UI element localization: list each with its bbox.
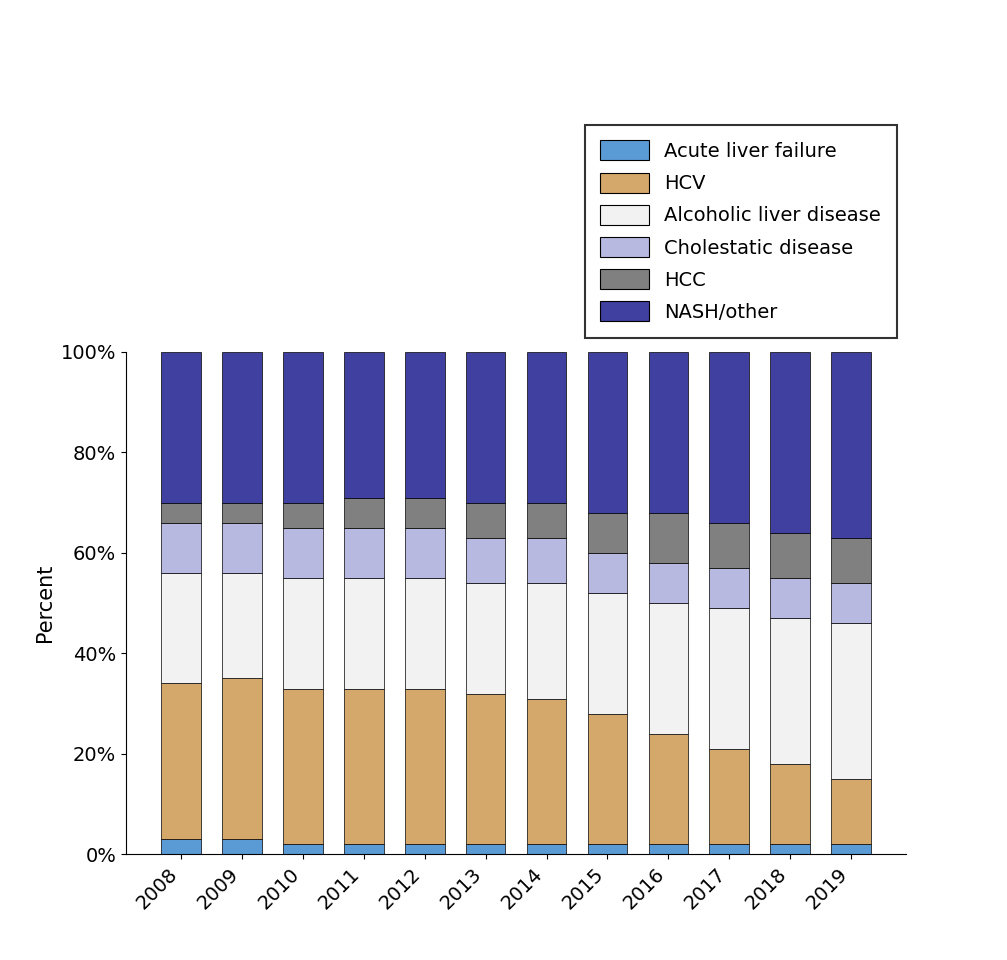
Bar (223, 351, 262, 502)
Bar (344, 578, 384, 688)
Bar (527, 583, 566, 699)
Bar (405, 578, 444, 688)
Bar (588, 845, 627, 854)
Bar (770, 533, 810, 578)
Bar (344, 351, 384, 497)
Bar (527, 699, 566, 845)
Bar (283, 351, 322, 502)
Bar (161, 839, 201, 854)
Bar (831, 583, 871, 623)
Bar (527, 502, 566, 538)
Bar (527, 351, 566, 502)
Bar (588, 593, 627, 713)
Bar (466, 538, 506, 583)
Bar (770, 618, 810, 764)
Bar (527, 845, 566, 854)
Bar (770, 845, 810, 854)
Bar (344, 845, 384, 854)
Bar (161, 684, 201, 839)
Bar (283, 688, 322, 845)
Bar (588, 713, 627, 845)
Bar (405, 497, 444, 528)
Bar (588, 351, 627, 513)
Bar (161, 502, 201, 522)
Bar (831, 351, 871, 538)
Bar (466, 502, 506, 538)
Bar (649, 845, 688, 854)
Bar (710, 568, 749, 608)
Bar (831, 779, 871, 845)
Bar (405, 528, 444, 578)
Bar (283, 845, 322, 854)
Bar (710, 351, 749, 522)
Bar (649, 563, 688, 603)
Bar (283, 578, 322, 688)
Bar (161, 573, 201, 684)
Bar (344, 528, 384, 578)
Bar (770, 764, 810, 845)
Bar (466, 583, 506, 693)
Bar (223, 502, 262, 522)
Bar (649, 513, 688, 563)
Bar (405, 845, 444, 854)
Bar (588, 513, 627, 553)
Bar (223, 573, 262, 679)
Bar (344, 688, 384, 845)
Bar (466, 351, 506, 502)
Bar (527, 538, 566, 583)
Bar (710, 608, 749, 749)
Bar (831, 845, 871, 854)
Bar (831, 623, 871, 779)
Legend: Acute liver failure, HCV, Alcoholic liver disease, Cholestatic disease, HCC, NAS: Acute liver failure, HCV, Alcoholic live… (584, 125, 896, 338)
Bar (649, 351, 688, 513)
Bar (223, 679, 262, 839)
Bar (649, 603, 688, 733)
Y-axis label: Percent: Percent (35, 564, 55, 642)
Bar (649, 733, 688, 845)
Bar (466, 693, 506, 845)
Bar (831, 538, 871, 583)
Bar (770, 351, 810, 533)
Bar (283, 502, 322, 528)
Bar (466, 845, 506, 854)
Bar (405, 351, 444, 497)
Bar (710, 522, 749, 568)
Bar (223, 522, 262, 573)
Bar (223, 839, 262, 854)
Bar (710, 749, 749, 845)
Bar (770, 578, 810, 618)
Bar (344, 497, 384, 528)
Bar (283, 528, 322, 578)
Bar (161, 351, 201, 502)
Bar (161, 522, 201, 573)
Bar (405, 688, 444, 845)
Bar (710, 845, 749, 854)
Bar (588, 553, 627, 593)
